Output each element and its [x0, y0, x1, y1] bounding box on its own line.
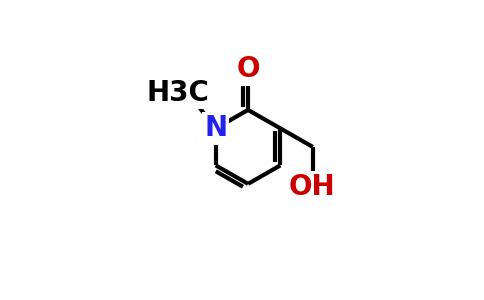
Text: N: N — [204, 114, 227, 142]
Text: H3C: H3C — [146, 79, 209, 106]
Text: OH: OH — [288, 173, 335, 201]
Text: O: O — [236, 56, 260, 83]
